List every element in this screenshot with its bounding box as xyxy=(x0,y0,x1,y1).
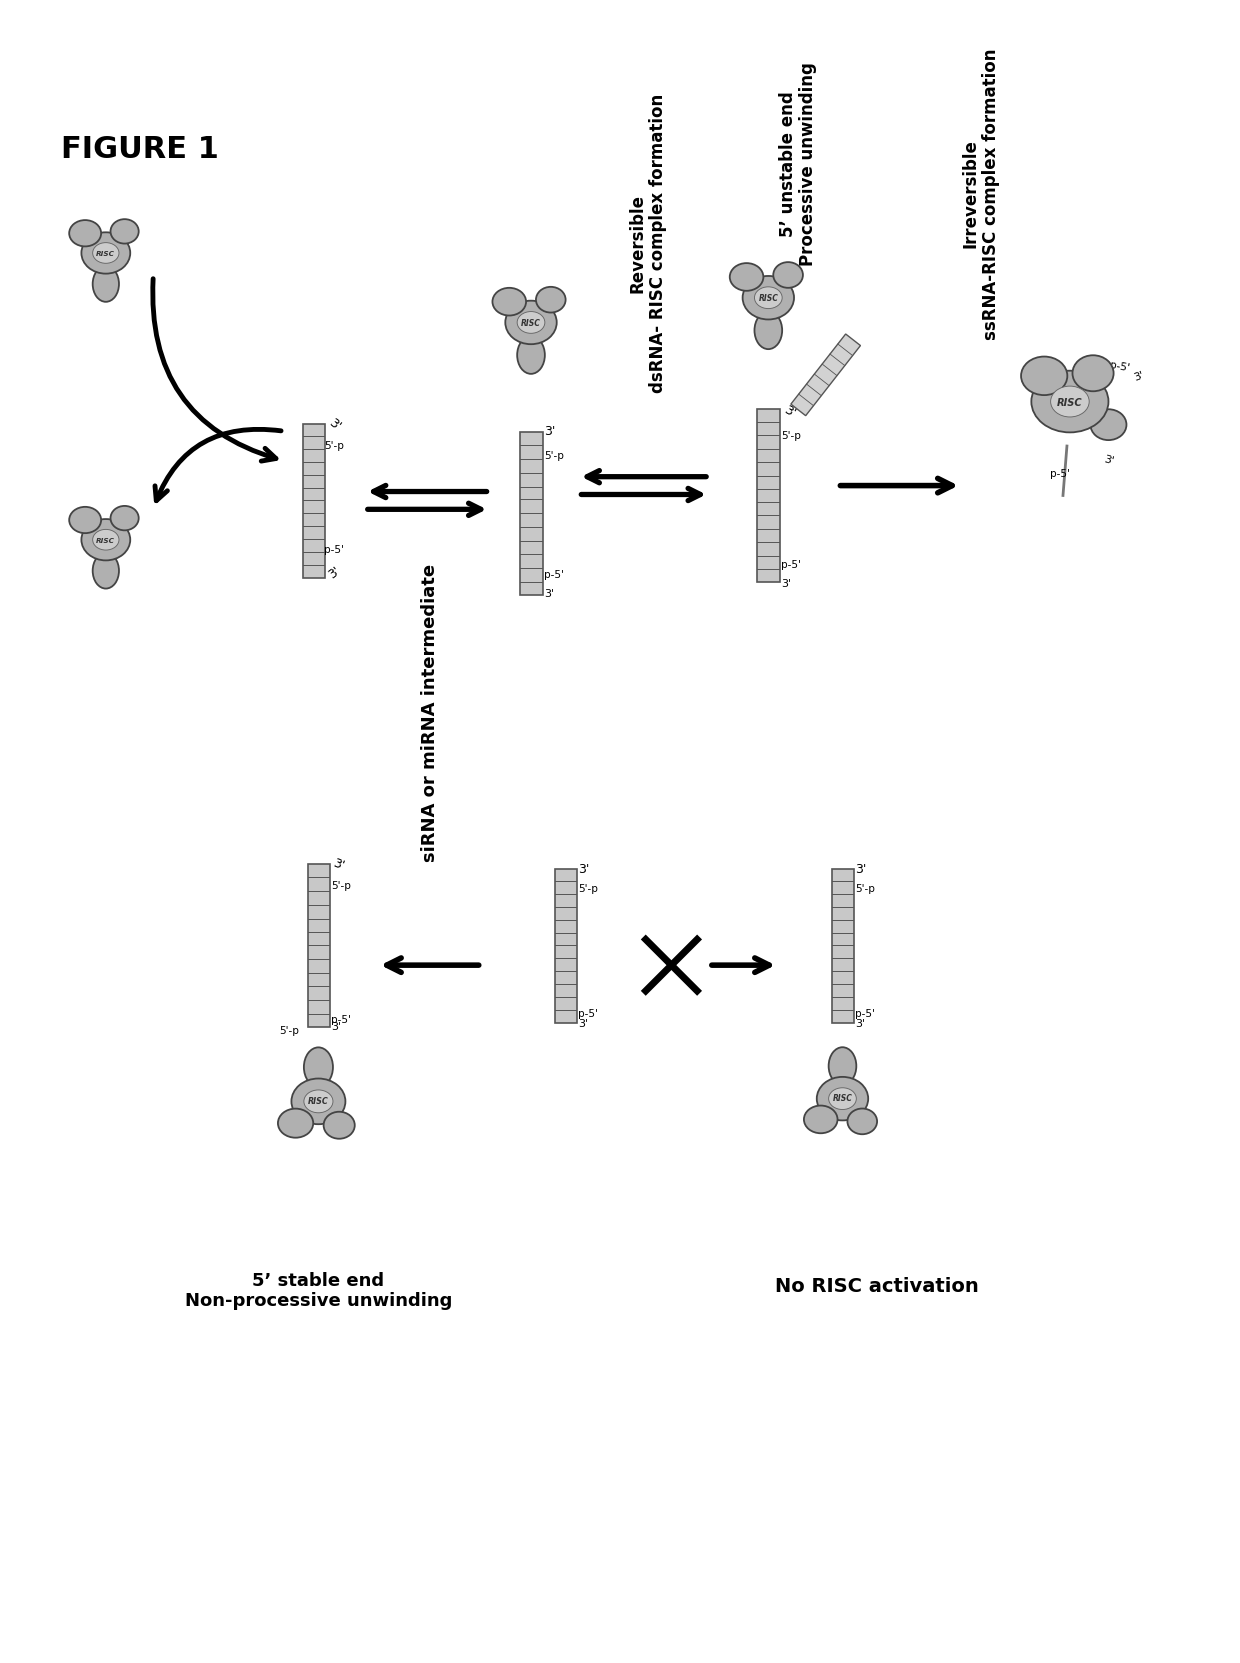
Ellipse shape xyxy=(324,1113,355,1139)
Text: p-5': p-5' xyxy=(781,560,801,570)
Bar xyxy=(832,870,854,1023)
Text: p-5': p-5' xyxy=(579,1008,599,1019)
Ellipse shape xyxy=(1090,409,1126,441)
Text: 3': 3' xyxy=(1132,371,1145,382)
Bar xyxy=(758,409,780,582)
Ellipse shape xyxy=(828,1048,857,1084)
Ellipse shape xyxy=(492,288,526,316)
Text: 5'-p: 5'-p xyxy=(544,451,564,461)
Ellipse shape xyxy=(730,263,764,291)
Ellipse shape xyxy=(517,336,544,374)
Text: 3': 3' xyxy=(326,564,343,582)
FancyArrowPatch shape xyxy=(155,429,281,501)
Ellipse shape xyxy=(847,1109,877,1134)
Bar xyxy=(308,865,330,1028)
Ellipse shape xyxy=(278,1109,314,1137)
Ellipse shape xyxy=(82,519,130,560)
Bar xyxy=(303,424,325,577)
Text: 5'-p: 5'-p xyxy=(279,1026,299,1036)
Text: RISC: RISC xyxy=(1056,397,1083,407)
Text: 3': 3' xyxy=(331,1023,341,1033)
Text: 5'-p: 5'-p xyxy=(325,441,345,451)
Text: p-5': p-5' xyxy=(1110,361,1131,374)
Ellipse shape xyxy=(1073,356,1114,391)
Ellipse shape xyxy=(110,220,139,243)
Text: 3': 3' xyxy=(1102,454,1115,467)
Text: FIGURE 1: FIGURE 1 xyxy=(61,135,219,163)
Text: 3': 3' xyxy=(326,416,343,432)
Text: RISC: RISC xyxy=(832,1094,852,1103)
Bar xyxy=(520,432,543,595)
Ellipse shape xyxy=(743,276,794,319)
Ellipse shape xyxy=(110,506,139,530)
Ellipse shape xyxy=(93,552,119,589)
Ellipse shape xyxy=(536,286,565,313)
Text: RISC: RISC xyxy=(521,319,541,328)
Text: 5'-p: 5'-p xyxy=(331,881,351,891)
Text: p-5': p-5' xyxy=(544,570,564,580)
Text: RISC: RISC xyxy=(308,1098,329,1106)
Text: p-5': p-5' xyxy=(331,1014,351,1024)
Text: siRNA or miRNA intermediate: siRNA or miRNA intermediate xyxy=(422,564,439,861)
Text: 3': 3' xyxy=(781,579,791,589)
Text: 5’ stable end
Non-processive unwinding: 5’ stable end Non-processive unwinding xyxy=(185,1272,453,1310)
Ellipse shape xyxy=(1032,371,1109,432)
Text: 3': 3' xyxy=(856,863,867,876)
Ellipse shape xyxy=(774,263,804,288)
Text: p-5': p-5' xyxy=(325,545,345,555)
Ellipse shape xyxy=(1021,356,1068,396)
Text: 3': 3' xyxy=(544,589,554,599)
Text: Irreversible
ssRNA-RISC complex formation: Irreversible ssRNA-RISC complex formatio… xyxy=(961,48,1001,339)
Text: 3': 3' xyxy=(579,863,590,876)
Ellipse shape xyxy=(291,1079,346,1124)
Ellipse shape xyxy=(804,1106,837,1133)
Ellipse shape xyxy=(69,507,102,534)
Text: p-5': p-5' xyxy=(1050,469,1070,479)
Ellipse shape xyxy=(1050,386,1089,417)
Ellipse shape xyxy=(93,243,119,263)
Text: 5'-p: 5'-p xyxy=(579,885,599,895)
Ellipse shape xyxy=(754,286,782,309)
Ellipse shape xyxy=(517,311,544,333)
Text: 5’ unstable end
Processive unwinding: 5’ unstable end Processive unwinding xyxy=(779,62,817,266)
Ellipse shape xyxy=(304,1048,334,1088)
Bar xyxy=(554,870,578,1023)
Ellipse shape xyxy=(754,311,782,349)
Text: RISC: RISC xyxy=(97,251,115,256)
Ellipse shape xyxy=(817,1078,868,1121)
Ellipse shape xyxy=(69,220,102,246)
Text: 3': 3' xyxy=(781,402,797,419)
Text: RISC: RISC xyxy=(97,537,115,544)
Ellipse shape xyxy=(828,1088,857,1109)
Text: 5'-p: 5'-p xyxy=(781,431,801,441)
Text: 3': 3' xyxy=(856,1019,866,1029)
Text: 3': 3' xyxy=(331,856,346,873)
Polygon shape xyxy=(791,334,861,416)
FancyArrowPatch shape xyxy=(153,279,277,461)
Text: No RISC activation: No RISC activation xyxy=(775,1277,978,1295)
Text: Reversible
dsRNA- RISC complex formation: Reversible dsRNA- RISC complex formation xyxy=(629,93,667,392)
Text: p-5': p-5' xyxy=(856,1008,875,1019)
Ellipse shape xyxy=(93,529,119,550)
Text: RISC: RISC xyxy=(759,294,779,303)
Text: 3': 3' xyxy=(579,1019,589,1029)
Ellipse shape xyxy=(505,301,557,344)
Ellipse shape xyxy=(304,1089,334,1113)
Ellipse shape xyxy=(93,266,119,301)
Text: 3': 3' xyxy=(544,424,556,437)
Ellipse shape xyxy=(82,233,130,274)
Text: 5'-p: 5'-p xyxy=(856,885,875,895)
